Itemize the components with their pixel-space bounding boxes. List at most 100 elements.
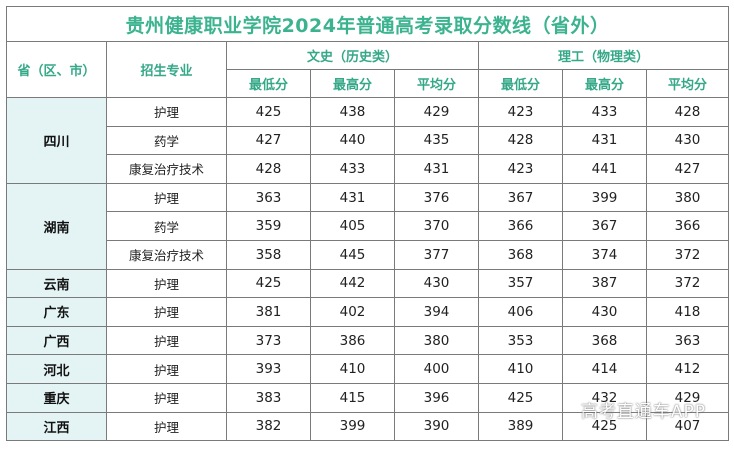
arts-min-cell: 382 (226, 411, 311, 442)
arts-avg-cell: 380 (394, 325, 479, 356)
arts-avg-cell: 400 (394, 354, 479, 384)
science-avg-cell: 412 (645, 354, 730, 384)
arts-max-cell: 410 (310, 354, 395, 384)
table-row: 重庆 护理 383 415 396 425 432 429 (6, 382, 730, 413)
science-max-cell: 430 (562, 297, 647, 327)
arts-avg-cell: 431 (394, 154, 479, 184)
header-science-avg: 平均分 (645, 69, 730, 98)
province-cell: 湖南 (6, 182, 107, 270)
science-min-cell: 357 (478, 268, 563, 299)
science-avg-cell: 380 (645, 182, 730, 213)
science-min-cell: 423 (478, 97, 563, 127)
table-row: 药学 427 440 435 428 431 430 (7, 125, 730, 156)
table-row: 四川 护理 425 438 429 423 433 428 (6, 97, 730, 184)
science-max-cell: 374 (562, 239, 647, 270)
table-row: 湖南 护理 363 431 376 367 399 380 (6, 182, 730, 270)
science-max-cell: 441 (562, 154, 647, 184)
science-max-cell: 431 (562, 125, 647, 156)
science-avg-cell: 428 (645, 97, 730, 127)
arts-avg-cell: 390 (394, 411, 479, 442)
province-cell: 广西 (6, 325, 107, 356)
major-cell: 康复治疗技术 (106, 239, 227, 270)
table-row: 康复治疗技术 428 433 431 423 441 427 (7, 154, 730, 184)
arts-avg-cell: 435 (394, 125, 479, 156)
arts-min-cell: 381 (226, 297, 311, 327)
arts-avg-cell: 429 (394, 97, 479, 127)
table-row: 河北 护理 393 410 400 410 414 412 (6, 354, 730, 384)
arts-avg-cell: 430 (394, 268, 479, 299)
science-max-cell: 399 (562, 182, 647, 213)
arts-max-cell: 431 (310, 182, 395, 213)
watermark: 高考直通车APP (580, 402, 706, 422)
province-cell: 重庆 (6, 382, 107, 413)
arts-max-cell: 440 (310, 125, 395, 156)
science-min-cell: 366 (478, 211, 563, 241)
major-cell: 护理 (106, 97, 227, 127)
arts-max-cell: 386 (310, 325, 395, 356)
science-avg-cell: 430 (645, 125, 730, 156)
arts-avg-cell: 370 (394, 211, 479, 241)
arts-max-cell: 438 (310, 97, 395, 127)
header-major: 招生专业 (106, 41, 227, 98)
arts-avg-cell: 376 (394, 182, 479, 213)
science-avg-cell: 427 (645, 154, 730, 184)
arts-min-cell: 383 (226, 382, 311, 413)
header-science-min: 最低分 (478, 69, 563, 98)
province-cell: 广东 (6, 297, 107, 327)
header-arts-avg: 平均分 (394, 69, 479, 98)
major-cell: 护理 (106, 354, 227, 384)
major-cell: 护理 (106, 268, 227, 299)
science-min-cell: 406 (478, 297, 563, 327)
arts-min-cell: 363 (226, 182, 311, 213)
science-avg-cell: 372 (645, 268, 730, 299)
arts-max-cell: 442 (310, 268, 395, 299)
page-title: 贵州健康职业学院2024年普通高考录取分数线（省外） (5, 6, 730, 42)
arts-min-cell: 425 (226, 97, 311, 127)
table-row: 康复治疗技术 358 445 377 368 374 372 (7, 239, 730, 270)
science-min-cell: 410 (478, 354, 563, 384)
arts-max-cell: 433 (310, 154, 395, 184)
table-row: 药学 359 405 370 366 367 366 (7, 211, 730, 241)
science-min-cell: 428 (478, 125, 563, 156)
science-avg-cell: 363 (645, 325, 730, 356)
arts-max-cell: 415 (310, 382, 395, 413)
arts-max-cell: 402 (310, 297, 395, 327)
major-cell: 药学 (106, 211, 227, 241)
science-max-cell: 433 (562, 97, 647, 127)
province-cell: 江西 (6, 411, 107, 442)
arts-avg-cell: 394 (394, 297, 479, 327)
arts-max-cell: 445 (310, 239, 395, 270)
major-cell: 护理 (106, 325, 227, 356)
arts-min-cell: 359 (226, 211, 311, 241)
arts-min-cell: 358 (226, 239, 311, 270)
science-max-cell: 367 (562, 211, 647, 241)
score-table: 贵州健康职业学院2024年普通高考录取分数线（省外） 省（区、市） 招生专业 文… (5, 6, 730, 442)
arts-max-cell: 399 (310, 411, 395, 442)
table-row: 广西 护理 373 386 380 353 368 363 (6, 325, 730, 356)
header-science-max: 最高分 (562, 69, 647, 98)
arts-min-cell: 428 (226, 154, 311, 184)
table-row: 江西 护理 382 399 390 389 425 407 (6, 411, 730, 442)
major-cell: 护理 (106, 411, 227, 442)
table-row: 云南 护理 425 442 430 357 387 372 (6, 268, 730, 299)
province-cell: 云南 (6, 268, 107, 299)
science-max-cell: 432 (562, 382, 647, 413)
science-min-cell: 389 (478, 411, 563, 442)
science-min-cell: 423 (478, 154, 563, 184)
major-cell: 药学 (106, 125, 227, 156)
science-avg-cell: 366 (645, 211, 730, 241)
header-arts-max: 最高分 (310, 69, 395, 98)
science-avg-cell: 418 (645, 297, 730, 327)
science-max-cell: 414 (562, 354, 647, 384)
science-min-cell: 425 (478, 382, 563, 413)
major-cell: 护理 (106, 182, 227, 213)
header-science: 理工（物理类） (477, 41, 730, 70)
major-cell: 康复治疗技术 (106, 154, 227, 184)
major-cell: 护理 (106, 382, 227, 413)
score-sheet: 贵州健康职业学院2024年普通高考录取分数线（省外） 省（区、市） 招生专业 文… (5, 6, 730, 442)
arts-avg-cell: 396 (394, 382, 479, 413)
science-avg-cell: 372 (645, 239, 730, 270)
science-max-cell: 425 (562, 411, 647, 442)
arts-min-cell: 425 (226, 268, 311, 299)
arts-min-cell: 393 (226, 354, 311, 384)
